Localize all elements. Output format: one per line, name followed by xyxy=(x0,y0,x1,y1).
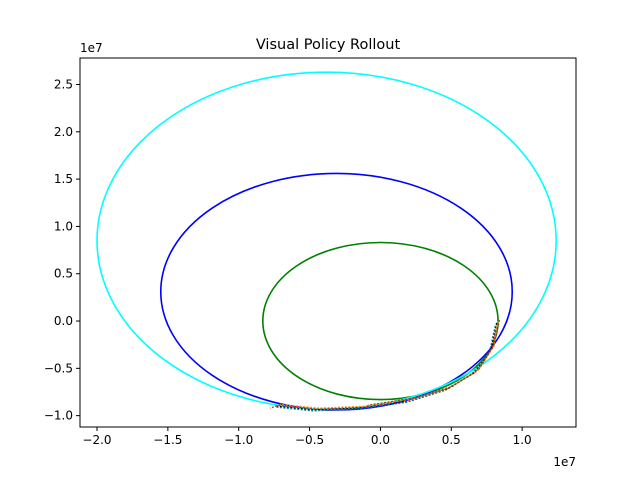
y-tick-label: −0.5 xyxy=(44,361,73,375)
y-tick-label: 2.5 xyxy=(54,77,73,91)
x-axis-offset-label: 1e7 xyxy=(553,455,576,469)
rollout-segment-2 xyxy=(279,320,499,409)
x-tick-label: −1.0 xyxy=(224,433,253,447)
x-tick-label: −0.5 xyxy=(295,433,324,447)
y-axis-offset-label: 1e7 xyxy=(80,41,103,55)
y-tick-label: 2.0 xyxy=(54,125,73,139)
y-tick-label: 1.5 xyxy=(54,172,73,186)
y-tick-label: 0.0 xyxy=(54,314,73,328)
plot-area xyxy=(79,57,577,428)
x-tick-label: −2.0 xyxy=(82,433,111,447)
y-tick-label: 1.0 xyxy=(54,219,73,233)
x-tick-label: −1.5 xyxy=(153,433,182,447)
rollout-segment-1 xyxy=(269,320,499,410)
y-tick-label: 0.5 xyxy=(54,267,73,281)
x-tick-label: 1.0 xyxy=(513,433,532,447)
y-axis-ticks: −1.0 −0.5 0.0 0.5 1.0 1.5 2.0 2.5 xyxy=(44,77,80,423)
x-tick-label: 0.5 xyxy=(442,433,461,447)
x-tick-label: 0.0 xyxy=(371,433,390,447)
chart-title: Visual Policy Rollout xyxy=(256,37,401,53)
rollout-segment-5 xyxy=(367,319,501,406)
rollout-segment-4 xyxy=(275,325,496,412)
rollout-segments xyxy=(269,319,501,412)
y-tick-label: −1.0 xyxy=(44,409,73,423)
x-axis-ticks: −2.0 −1.5 −1.0 −0.5 0.0 0.5 1.0 xyxy=(82,427,532,447)
